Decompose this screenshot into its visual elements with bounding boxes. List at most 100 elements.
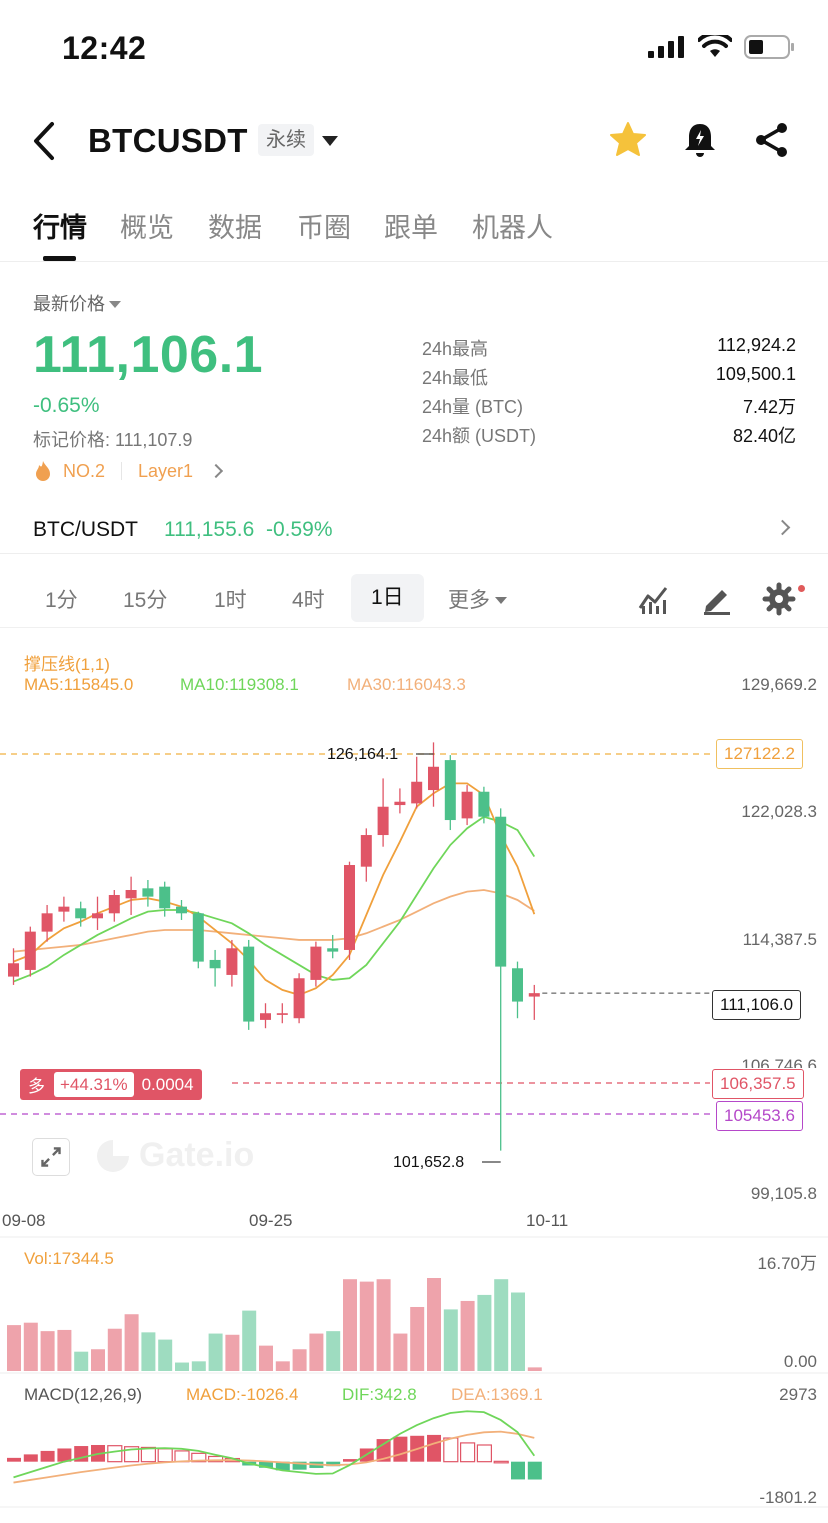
status-bar: 12:42	[0, 0, 828, 100]
macd-histogram-bar	[393, 1436, 408, 1462]
fullscreen-expand-icon[interactable]	[32, 1138, 70, 1176]
ma10-line	[13, 815, 536, 983]
volume-bar	[309, 1333, 324, 1371]
stat-label: 24h最低	[422, 368, 489, 388]
candle-body	[41, 913, 53, 932]
candle-body	[192, 913, 204, 962]
candle-body	[344, 865, 355, 950]
candle-body	[226, 948, 238, 975]
candle-body	[293, 978, 305, 1019]
gate-io-watermark: Gate.io	[95, 1136, 254, 1175]
volume-bar	[326, 1331, 341, 1371]
candle-body	[411, 781, 423, 804]
candle-body	[444, 760, 456, 821]
volume-bar	[494, 1279, 509, 1371]
indicators-icon[interactable]	[636, 582, 670, 616]
sr-indicator-title[interactable]: 撑压线(1,1)	[24, 655, 110, 674]
macd-histogram-bar	[208, 1455, 224, 1463]
rank-row[interactable]: NO.2 Layer1	[33, 458, 224, 484]
tab-copy-trading[interactable]: 跟单	[384, 213, 438, 243]
price-change-percent: -0.65%	[33, 394, 100, 417]
volume-bar	[242, 1310, 257, 1371]
macd-max-label: 2973	[779, 1385, 817, 1404]
stat-row: 24h最高 112,924.2	[422, 335, 796, 364]
macd-histogram-bar	[157, 1448, 173, 1463]
resistance-line-tag[interactable]: 127122.2	[716, 739, 803, 769]
volume-bar	[376, 1279, 391, 1371]
macd-histogram-bar	[343, 1459, 357, 1462]
stat-value: 109,500.1	[715, 364, 796, 384]
share-icon[interactable]	[752, 120, 792, 160]
dea-value: DEA:1369.1	[451, 1385, 543, 1404]
volume-bar	[393, 1333, 408, 1371]
status-icons	[648, 34, 796, 60]
macd-histogram-bar	[191, 1452, 207, 1463]
x-axis-date: 10-11	[526, 1211, 569, 1230]
pair-dropdown-caret-icon[interactable]	[322, 136, 338, 146]
low-price-annotation: 101,652.8	[393, 1154, 465, 1171]
rank-divider	[121, 462, 123, 480]
position-badge[interactable]: 多 +44.31% 0.0004	[20, 1069, 202, 1100]
candle-body	[478, 791, 490, 817]
interval-4h[interactable]: 4时	[292, 589, 325, 612]
macd-histogram-bar	[427, 1434, 441, 1462]
y-axis-tick: 99,105.8	[750, 1184, 817, 1203]
fire-icon	[36, 461, 50, 481]
candlestick-chart[interactable]	[0, 640, 828, 1510]
macd-histogram-bar	[511, 1461, 525, 1480]
candle-body	[310, 946, 322, 980]
ma30-legend: MA30:116043.3	[347, 675, 466, 694]
y-axis-tick: 106,746.6	[741, 1056, 817, 1068]
position-side: 多	[28, 1077, 45, 1096]
macd-histogram-bar	[527, 1461, 542, 1480]
candle-body	[243, 946, 255, 1022]
volume-bar	[225, 1334, 240, 1371]
candle-body	[209, 959, 221, 969]
tab-overview[interactable]: 概览	[120, 213, 174, 243]
high-price-annotation: 126,164.1	[327, 746, 399, 763]
position-entry-tag[interactable]: 106,357.5	[712, 1069, 804, 1099]
macd-histogram-bar	[292, 1461, 307, 1470]
chevron-down-icon	[109, 301, 121, 308]
volume-bar	[191, 1361, 206, 1371]
x-axis-date: 09-25	[249, 1211, 293, 1230]
volume-bar	[343, 1279, 357, 1371]
tab-bots[interactable]: 机器人	[472, 213, 553, 243]
dif-value: DIF:342.8	[342, 1385, 417, 1404]
interval-1h[interactable]: 1时	[214, 589, 247, 612]
tab-community[interactable]: 币圈	[297, 213, 351, 243]
back-arrow-icon[interactable]	[28, 118, 64, 164]
volume-bar	[57, 1329, 72, 1371]
tab-market[interactable]: 行情	[33, 213, 87, 243]
volume-bar	[292, 1349, 307, 1371]
macd-histogram-bar	[7, 1457, 21, 1462]
macd-histogram-bar	[174, 1450, 190, 1463]
interval-1d[interactable]: 1日	[351, 574, 424, 622]
price-type-selector[interactable]: 最新价格	[33, 290, 121, 316]
support-line-tag[interactable]: 105453.6	[716, 1101, 803, 1131]
active-tab-indicator	[43, 256, 76, 261]
volume-min-label: 0.00	[783, 1352, 817, 1371]
interval-more[interactable]: 更多	[448, 584, 507, 614]
volume-bar	[410, 1306, 425, 1371]
battery-icon	[744, 35, 794, 59]
spot-market-link[interactable]: BTC/USDT 111,155.6 -0.59%	[0, 510, 828, 554]
candle-body	[512, 968, 523, 1002]
candle-body	[125, 889, 137, 899]
chart-settings-gear-icon[interactable]	[762, 582, 796, 616]
tab-data[interactable]: 数据	[208, 213, 262, 243]
stat-label: 24h最高	[422, 339, 489, 359]
price-alert-bell-icon[interactable]	[680, 120, 720, 160]
volume-bar	[91, 1349, 105, 1371]
current-price-tag: 111,106.0	[712, 990, 802, 1020]
candle-body	[92, 913, 103, 919]
favorite-star-icon[interactable]	[608, 120, 648, 160]
stat-label: 24h量 (BTC)	[422, 397, 524, 417]
x-axis-date: 09-08	[2, 1211, 46, 1230]
drawing-pen-icon[interactable]	[700, 582, 734, 616]
interval-15m[interactable]: 15分	[123, 589, 168, 612]
macd-histogram-bar	[275, 1461, 290, 1471]
candle-body	[75, 908, 87, 919]
pair-title[interactable]: BTCUSDT	[88, 122, 248, 159]
interval-1m[interactable]: 1分	[45, 589, 78, 612]
